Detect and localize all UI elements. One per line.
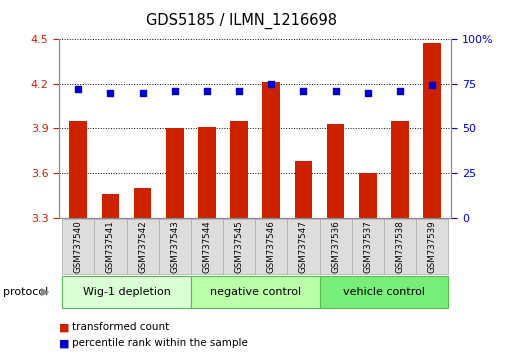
Bar [320,276,448,308]
Text: GDS5185 / ILMN_1216698: GDS5185 / ILMN_1216698 [146,12,337,29]
Text: GSM737542: GSM737542 [138,221,147,273]
Text: ■: ■ [59,338,69,348]
Text: GSM737540: GSM737540 [74,221,83,273]
Bar [294,161,312,218]
Text: Wig-1 depletion: Wig-1 depletion [83,287,170,297]
Text: ■: ■ [59,322,69,332]
Text: negative control: negative control [210,287,301,297]
Bar [391,121,409,218]
Text: ▶: ▶ [41,287,49,297]
Bar [134,188,151,218]
Text: GSM737546: GSM737546 [267,221,276,273]
Text: GSM737543: GSM737543 [170,221,180,273]
Bar [223,219,255,274]
Bar [327,124,345,218]
Bar [69,121,87,218]
Text: transformed count: transformed count [72,322,169,332]
Bar [94,219,127,274]
Bar [352,219,384,274]
Text: protocol: protocol [3,287,48,297]
Bar [230,121,248,218]
Point [106,90,114,96]
Text: GSM737536: GSM737536 [331,221,340,273]
Bar [62,276,191,308]
Text: GSM737545: GSM737545 [234,221,244,273]
Bar [166,128,184,218]
Point [74,86,83,92]
Point [331,88,340,93]
Bar [191,276,320,308]
Bar [159,219,191,274]
Bar [359,173,377,218]
Bar [127,219,159,274]
Text: GSM737538: GSM737538 [396,221,404,273]
Point [428,82,436,88]
Point [396,88,404,93]
Bar [191,219,223,274]
Text: GSM737541: GSM737541 [106,221,115,273]
Bar [416,219,448,274]
Bar [102,194,120,218]
Point [267,81,275,86]
Point [203,88,211,93]
Bar [263,82,280,218]
Bar [320,219,352,274]
Point [235,88,243,93]
Bar [62,219,94,274]
Point [139,90,147,96]
Text: percentile rank within the sample: percentile rank within the sample [72,338,248,348]
Bar [198,127,216,218]
Point [171,88,179,93]
Text: vehicle control: vehicle control [343,287,425,297]
Text: GSM737544: GSM737544 [203,221,211,273]
Bar [255,219,287,274]
Point [364,90,372,96]
Text: GSM737539: GSM737539 [428,221,437,273]
Point [300,88,308,93]
Text: GSM737547: GSM737547 [299,221,308,273]
Bar [287,219,320,274]
Text: GSM737537: GSM737537 [363,221,372,273]
Bar [384,219,416,274]
Bar [423,44,441,218]
